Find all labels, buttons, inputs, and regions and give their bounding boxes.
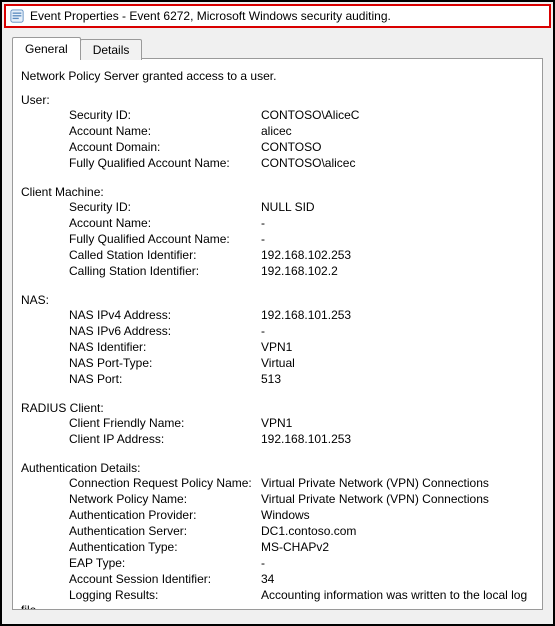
auth-crpn-value: Virtual Private Network (VPN) Connection…	[261, 475, 534, 491]
auth-logging-value: Accounting information was written to th…	[261, 587, 534, 603]
auth-provider-label: Authentication Provider:	[69, 507, 261, 523]
nas-porttype-value: Virtual	[261, 355, 534, 371]
auth-server-label: Authentication Server:	[69, 523, 261, 539]
nas-ipv4-value: 192.168.101.253	[261, 307, 534, 323]
tab-general[interactable]: General	[12, 37, 81, 59]
section-radius-title: RADIUS Client:	[21, 401, 534, 415]
auth-eap-label: EAP Type:	[69, 555, 261, 571]
user-securityid-label: Security ID:	[69, 107, 261, 123]
client-calling-label: Calling Station Identifier:	[69, 263, 261, 279]
user-accountname-label: Account Name:	[69, 123, 261, 139]
user-accountname-value: alicec	[261, 123, 534, 139]
user-domain-label: Account Domain:	[69, 139, 261, 155]
window-frame: Event Properties - Event 6272, Microsoft…	[0, 0, 555, 626]
auth-npn-label: Network Policy Name:	[69, 491, 261, 507]
client-fqan-value: -	[261, 231, 534, 247]
auth-session-label: Account Session Identifier:	[69, 571, 261, 587]
section-auth-title: Authentication Details:	[21, 461, 534, 475]
auth-logging-overflow: file.	[21, 603, 534, 610]
client-securityid-value: NULL SID	[261, 199, 534, 215]
radius-friendly-value: VPN1	[261, 415, 534, 431]
client-called-label: Called Station Identifier:	[69, 247, 261, 263]
radius-ip-value: 192.168.101.253	[261, 431, 534, 447]
client-fqan-label: Fully Qualified Account Name:	[69, 231, 261, 247]
nas-porttype-label: NAS Port-Type:	[69, 355, 261, 371]
event-icon	[10, 9, 24, 23]
user-fqan-value: CONTOSO\alicec	[261, 155, 534, 171]
auth-crpn-label: Connection Request Policy Name:	[69, 475, 261, 491]
tab-details[interactable]: Details	[80, 39, 143, 60]
nas-id-value: VPN1	[261, 339, 534, 355]
auth-session-value: 34	[261, 571, 534, 587]
client-accountname-label: Account Name:	[69, 215, 261, 231]
auth-provider-value: Windows	[261, 507, 534, 523]
tab-strip: General Details	[12, 36, 553, 58]
client-securityid-label: Security ID:	[69, 199, 261, 215]
user-fqan-label: Fully Qualified Account Name:	[69, 155, 261, 171]
auth-eap-value: -	[261, 555, 534, 571]
event-summary: Network Policy Server granted access to …	[21, 69, 534, 83]
auth-server-value: DC1.contoso.com	[261, 523, 534, 539]
nas-ipv6-value: -	[261, 323, 534, 339]
auth-type-label: Authentication Type:	[69, 539, 261, 555]
section-user-title: User:	[21, 93, 534, 107]
nas-port-label: NAS Port:	[69, 371, 261, 387]
general-panel: Network Policy Server granted access to …	[12, 58, 543, 610]
nas-port-value: 513	[261, 371, 534, 387]
user-securityid-value: CONTOSO\AliceC	[261, 107, 534, 123]
radius-ip-label: Client IP Address:	[69, 431, 261, 447]
user-domain-value: CONTOSO	[261, 139, 534, 155]
auth-logging-label: Logging Results:	[69, 587, 261, 603]
auth-npn-value: Virtual Private Network (VPN) Connection…	[261, 491, 534, 507]
client-calling-value: 192.168.102.2	[261, 263, 534, 279]
section-nas-title: NAS:	[21, 293, 534, 307]
nas-id-label: NAS Identifier:	[69, 339, 261, 355]
auth-type-value: MS-CHAPv2	[261, 539, 534, 555]
title-bar: Event Properties - Event 6272, Microsoft…	[4, 4, 551, 28]
radius-friendly-label: Client Friendly Name:	[69, 415, 261, 431]
client-called-value: 192.168.102.253	[261, 247, 534, 263]
window-title: Event Properties - Event 6272, Microsoft…	[30, 9, 391, 23]
nas-ipv6-label: NAS IPv6 Address:	[69, 323, 261, 339]
section-client-title: Client Machine:	[21, 185, 534, 199]
client-accountname-value: -	[261, 215, 534, 231]
nas-ipv4-label: NAS IPv4 Address:	[69, 307, 261, 323]
